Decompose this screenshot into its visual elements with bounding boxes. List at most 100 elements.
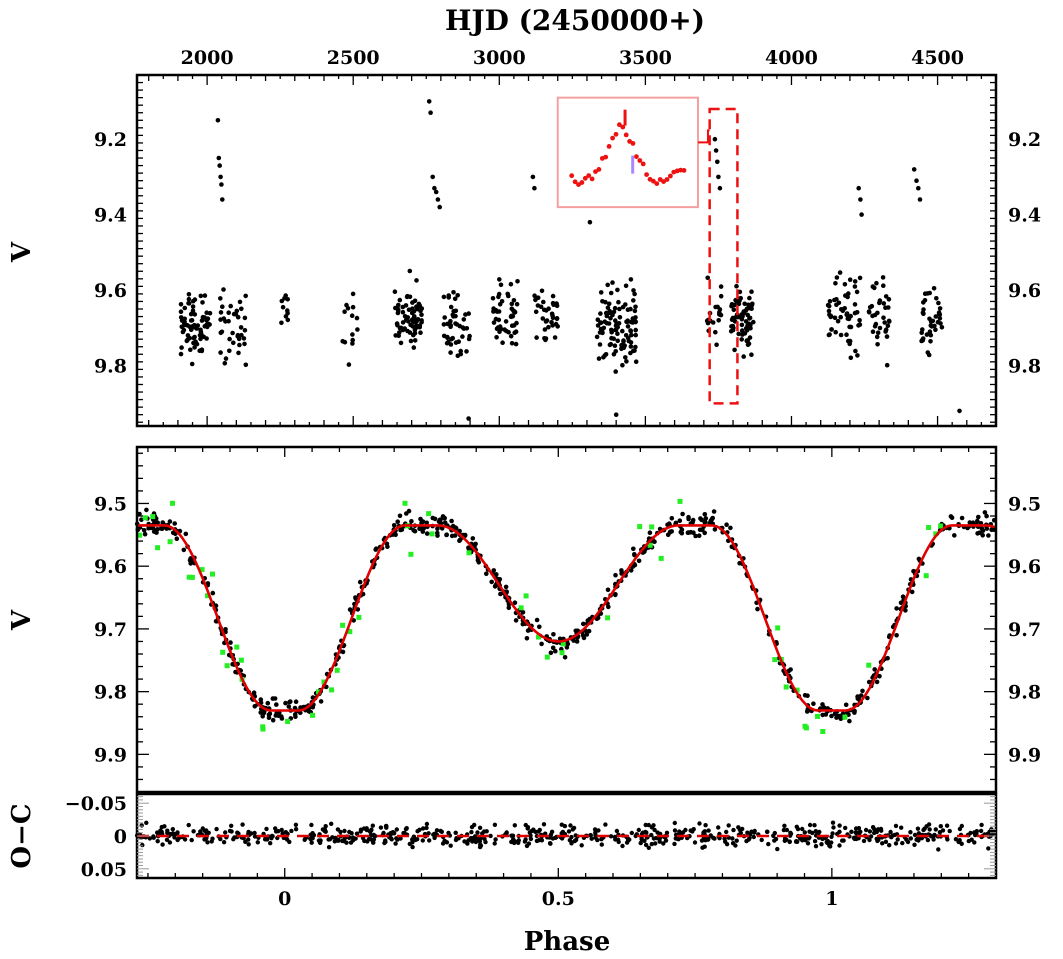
residual-point: [990, 831, 996, 836]
top-data-point: [745, 323, 750, 329]
middle-data-point: [573, 628, 579, 634]
top-data-point: [610, 311, 615, 317]
top-data-point: [625, 335, 631, 341]
residual-point: [649, 825, 655, 830]
middle-data-point: [409, 519, 414, 524]
top-flare-point: [716, 174, 721, 180]
top-data-point: [620, 362, 625, 368]
residual-point: [162, 824, 167, 829]
top-data-point: [844, 332, 849, 338]
top-data-point: [466, 311, 472, 316]
middle-green-point: [658, 555, 664, 561]
middle-data-point: [273, 713, 279, 718]
residual-point: [706, 828, 711, 833]
top-flare-point: [216, 155, 222, 161]
middle-data-point: [613, 572, 618, 578]
middle-data-point: [357, 579, 363, 585]
residual-point: [675, 836, 680, 841]
top-data-point: [223, 356, 229, 361]
top-data-point: [199, 347, 205, 353]
middle-green-point: [466, 550, 472, 556]
residual-point: [595, 837, 600, 843]
top-data-point: [412, 338, 418, 343]
middle-data-point: [159, 526, 165, 532]
top-flare-point: [712, 136, 718, 142]
top-data-point: [451, 290, 456, 295]
top-data-point: [509, 314, 514, 320]
residual-point: [979, 822, 984, 828]
middle-green-point: [340, 622, 346, 628]
top-data-point: [826, 332, 832, 338]
middle-data-point: [605, 587, 611, 593]
middle-green-point: [794, 687, 800, 693]
top-x-tick-label: 2500: [327, 47, 380, 69]
middle-data-point: [457, 537, 463, 543]
top-data-point: [628, 328, 634, 334]
inset-point: [634, 154, 639, 160]
inset-point: [620, 124, 626, 130]
top-data-point: [550, 300, 556, 306]
middle-y-tick-label-left: 9.5: [94, 493, 127, 515]
top-data-point: [200, 300, 205, 305]
residual-point: [472, 822, 477, 828]
residual-point: [371, 837, 377, 842]
residual-point: [221, 840, 227, 845]
top-data-point: [409, 310, 415, 316]
middle-data-point: [137, 511, 142, 517]
top-data-point: [746, 302, 751, 308]
residual-point: [570, 827, 575, 832]
top-data-point: [936, 300, 941, 306]
top-data-point: [834, 302, 839, 308]
top-data-point: [508, 281, 514, 287]
bottom-y-tick-label: 0: [114, 826, 127, 848]
residual-point: [427, 838, 432, 843]
top-data-point: [633, 304, 638, 310]
middle-green-point: [605, 615, 611, 621]
middle-green-point: [544, 654, 550, 660]
top-flare-point: [433, 189, 439, 195]
residual-point: [407, 841, 412, 847]
top-data-point: [605, 305, 611, 311]
top-data-point: [513, 329, 519, 335]
middle-data-point: [144, 507, 149, 513]
residual-point: [730, 836, 735, 841]
top-data-point: [937, 316, 943, 321]
middle-data-point: [406, 508, 412, 514]
top-data-point: [550, 293, 556, 299]
middle-data-point: [693, 533, 698, 539]
residual-point: [333, 835, 338, 841]
top-data-point: [220, 304, 225, 310]
residual-point: [378, 825, 384, 830]
top-data-point: [239, 306, 244, 312]
top-data-point: [838, 332, 844, 338]
middle-green-point: [677, 498, 683, 504]
top-data-point: [514, 301, 520, 307]
top-data-point: [633, 332, 638, 338]
top-data-point: [342, 309, 347, 315]
top-data-point: [178, 351, 184, 357]
middle-data-point: [686, 530, 691, 535]
middle-data-point: [181, 547, 187, 553]
top-data-point: [532, 293, 537, 299]
top-data-point: [886, 297, 892, 302]
top-data-point: [919, 330, 924, 336]
residual-point: [264, 826, 269, 832]
residual-point: [439, 829, 444, 834]
middle-green-point: [775, 625, 781, 631]
top-data-point: [342, 339, 348, 345]
top-flare-point: [715, 159, 720, 165]
top-flare-point: [911, 167, 917, 172]
top-data-point: [228, 303, 233, 309]
top-data-point: [505, 291, 511, 297]
middle-data-point: [506, 605, 512, 611]
top-data-point: [198, 336, 203, 342]
top-data-point: [935, 319, 941, 325]
inset-point: [623, 132, 629, 138]
top-data-point: [515, 279, 520, 284]
middle-data-point: [462, 532, 468, 538]
middle-data-point: [980, 528, 986, 533]
residual-point: [853, 830, 858, 835]
top-data-point: [927, 316, 932, 322]
residual-point: [642, 838, 647, 843]
middle-data-point: [909, 589, 915, 595]
